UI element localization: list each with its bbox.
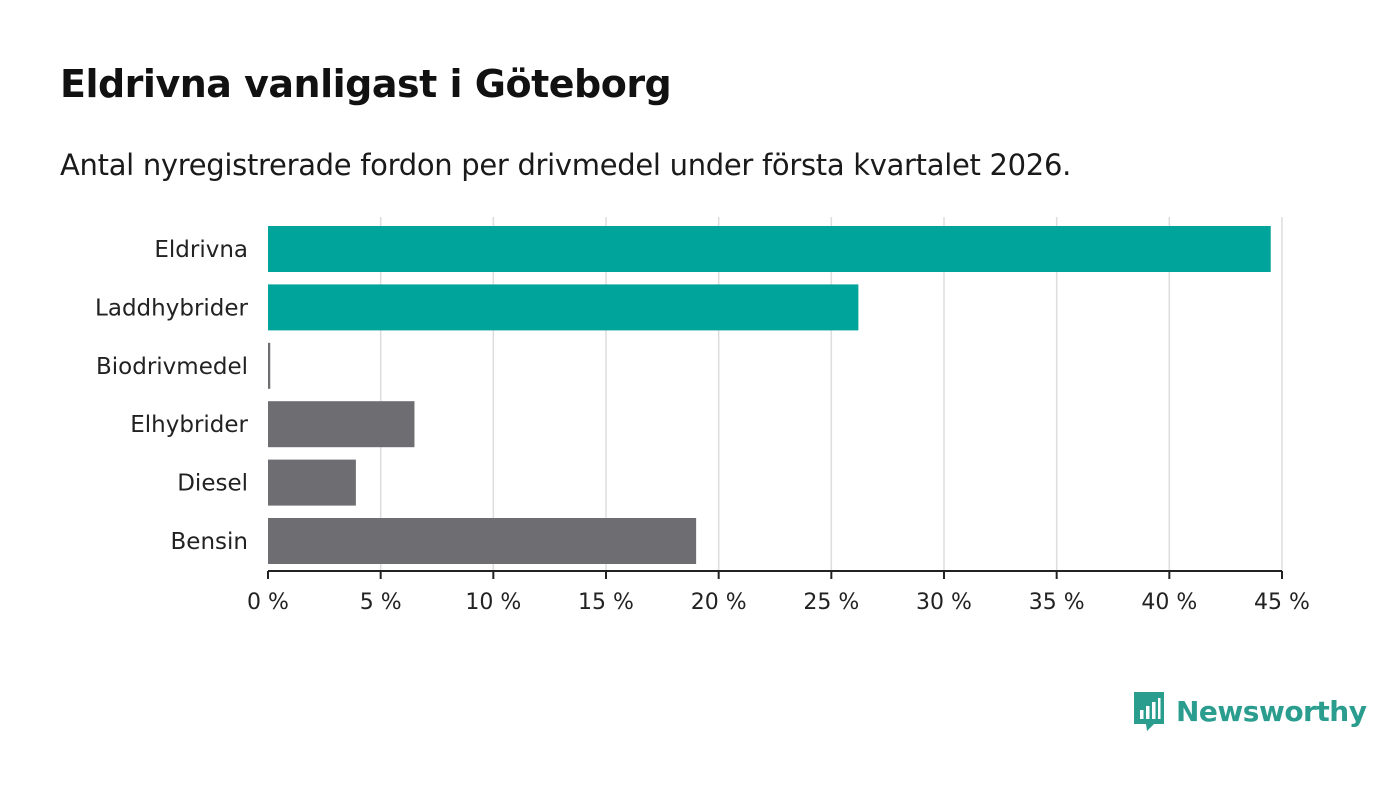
category-label: Diesel bbox=[177, 471, 248, 497]
x-tick-label: 45 % bbox=[1254, 590, 1310, 615]
bar-chart: Eldrivna Laddhybrider Biodrivmedel Elhybrid… bbox=[95, 217, 1310, 615]
bar-laddhybrider bbox=[268, 284, 859, 331]
x-tick-label: 0 % bbox=[247, 590, 289, 615]
x-tick-label: 40 % bbox=[1141, 590, 1197, 615]
x-tick-label: 30 % bbox=[916, 590, 972, 615]
category-label: Bensin bbox=[171, 529, 248, 555]
brand-name: Newsworthy bbox=[1176, 694, 1367, 728]
x-tick-label: 15 % bbox=[578, 590, 634, 615]
category-label: Laddhybrider bbox=[95, 295, 248, 321]
category-label: Biodrivmedel bbox=[96, 354, 248, 380]
category-label: Elhybrider bbox=[130, 412, 248, 438]
brand-logo: Newsworthy bbox=[1132, 690, 1367, 732]
x-tick-label: 25 % bbox=[803, 590, 859, 615]
bar-biodrivmedel bbox=[268, 342, 271, 389]
chart-subtitle: Antal nyregistrerade fordon per drivmede… bbox=[60, 148, 1072, 182]
x-tick-label: 10 % bbox=[465, 590, 521, 615]
x-tick-label: 35 % bbox=[1029, 590, 1085, 615]
x-tick-label: 5 % bbox=[360, 590, 402, 615]
newsworthy-logo-icon bbox=[1134, 692, 1164, 731]
x-tick-label: 20 % bbox=[691, 590, 747, 615]
category-label: Eldrivna bbox=[154, 237, 248, 263]
bar-eldrivna bbox=[268, 226, 1271, 272]
bar-bensin bbox=[268, 518, 697, 564]
chart-title: Eldrivna vanligast i Göteborg bbox=[60, 62, 672, 106]
bar-diesel bbox=[268, 459, 356, 506]
bar-elhybrider bbox=[268, 401, 415, 448]
